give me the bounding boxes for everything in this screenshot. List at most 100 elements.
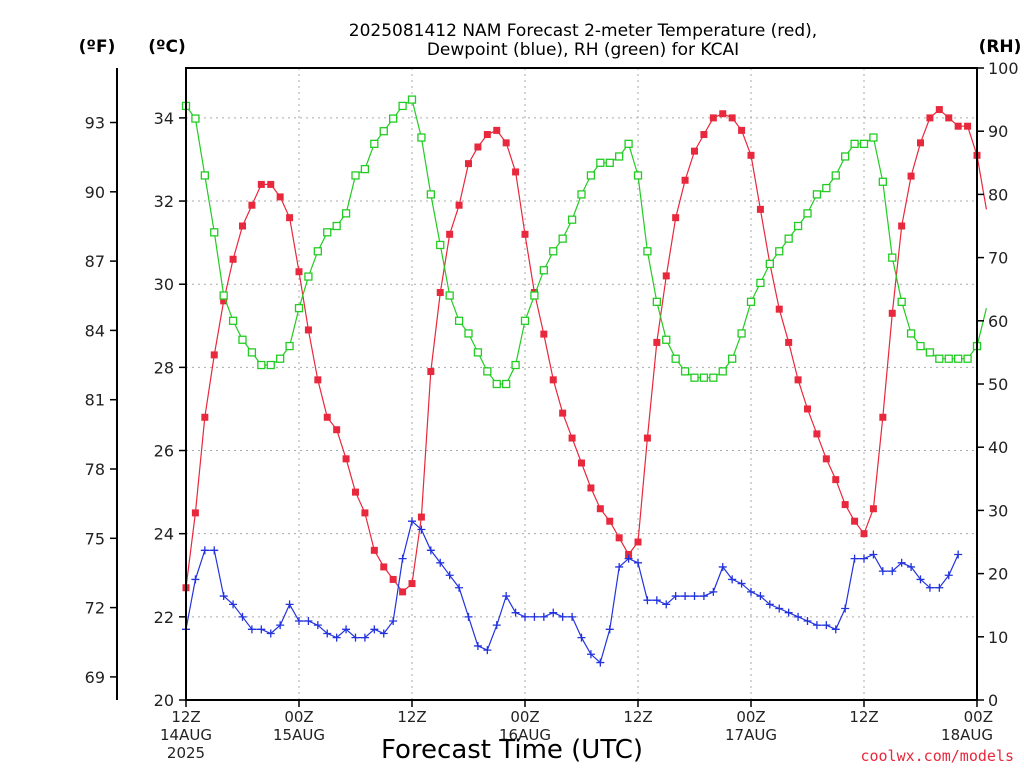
fahrenheit-axis: 69 72 75 78 81 84 87 90 93 — [85, 114, 117, 687]
temperature-point — [634, 538, 642, 546]
temperature-point — [653, 338, 661, 346]
rh-point — [539, 266, 548, 275]
dewpoint-point — [586, 650, 595, 659]
rh-point — [417, 133, 426, 142]
rh-tick-label: 100 — [988, 59, 1019, 78]
rh-point — [888, 253, 897, 262]
temperature-point — [455, 201, 463, 209]
dewpoint-point — [756, 592, 765, 601]
dewpoint-point — [229, 600, 238, 609]
rh-tick-label: 10 — [988, 628, 1008, 647]
temperature-point — [775, 305, 783, 313]
rh-point — [944, 354, 953, 363]
temperature-point — [747, 151, 755, 159]
temperature-point — [672, 214, 680, 222]
rh-point — [323, 228, 332, 237]
temperature-point — [851, 517, 859, 525]
dewpoint-point — [332, 633, 341, 642]
rh-point — [577, 190, 586, 199]
dewpoint-point — [699, 592, 708, 601]
rh-point — [793, 221, 803, 231]
time-tick-label: 16AUG — [499, 726, 551, 744]
temperature-point — [446, 230, 454, 238]
celsius-tick-label: 34 — [154, 109, 174, 128]
temperature-point — [286, 214, 294, 222]
rh-point — [822, 183, 831, 193]
dewpoint-point — [417, 525, 426, 534]
rh-tick-label: 70 — [988, 249, 1008, 268]
rh-point — [652, 297, 661, 306]
time-tick-label: 00Z — [964, 708, 993, 726]
temperature-point — [436, 289, 444, 297]
rh-point — [746, 297, 756, 306]
dewpoint-point — [812, 621, 821, 630]
temperature-point — [389, 575, 397, 583]
dewpoint-point — [295, 617, 303, 625]
time-tick-label: 00Z — [736, 708, 765, 726]
rh-point — [756, 278, 765, 288]
dewpoint-point — [916, 575, 925, 584]
rh-point — [436, 240, 445, 250]
rh-point — [765, 259, 774, 269]
rh-point — [633, 171, 643, 180]
temperature-point — [568, 434, 576, 442]
celsius-tick-label: 30 — [154, 275, 174, 294]
dewpoint-point — [841, 604, 850, 613]
temperature-point — [785, 338, 793, 346]
dewpoint-point — [634, 558, 642, 567]
dewpoint-point — [219, 592, 228, 601]
dewpoint-point — [822, 621, 831, 630]
rh-tick-label: 30 — [988, 501, 1008, 520]
dewpoint-point — [191, 575, 200, 584]
dewpoint-line — [185, 520, 959, 664]
dewpoint-point — [511, 608, 520, 617]
dewpoint-point — [558, 612, 567, 621]
rh-point — [257, 360, 266, 370]
dewpoint-point — [492, 621, 501, 630]
rh-point — [238, 335, 247, 344]
dewpoint-point — [238, 612, 247, 621]
time-tick-label: 17AUG — [725, 726, 777, 744]
temperature-point — [860, 530, 868, 538]
rh-point — [454, 316, 464, 325]
time-tick-label: 00Z — [284, 708, 313, 726]
rh-point — [690, 373, 699, 382]
rh-point — [728, 354, 737, 363]
temperature-point — [540, 330, 548, 338]
dewpoint-point — [803, 617, 812, 625]
temperature-point — [832, 476, 840, 484]
rh-point — [313, 247, 322, 256]
rh-point — [351, 171, 360, 180]
time-tick-label: 18AUG — [941, 726, 993, 744]
dewpoint-point — [897, 558, 906, 567]
data-series — [181, 95, 987, 667]
fahrenheit-tick-label: 69 — [85, 668, 105, 687]
rh-point — [200, 171, 209, 180]
rh-point — [407, 95, 417, 104]
dewpoint-point — [426, 546, 435, 555]
dewpoint-point — [944, 571, 953, 580]
rh-point — [878, 177, 887, 186]
temperature-point — [691, 147, 698, 155]
rh-point — [426, 190, 435, 199]
rh-point — [784, 234, 793, 243]
celsius-tick-label: 22 — [154, 608, 174, 627]
rh-point — [775, 247, 784, 256]
dewpoint-point — [709, 587, 718, 596]
chart-title-line-2: Dewpoint (blue), RH (green) for KCAI — [427, 40, 739, 60]
temperature-point — [728, 114, 736, 122]
temperature-point — [549, 376, 557, 384]
rh-point — [699, 373, 709, 382]
rh-point — [897, 297, 906, 306]
temperature-point — [323, 413, 331, 421]
dewpoint-point — [568, 612, 577, 621]
rh-point — [925, 348, 935, 357]
rh-tick-label: 80 — [988, 185, 1008, 204]
dewpoint-point — [605, 625, 614, 634]
fahrenheit-tick-label: 87 — [85, 252, 105, 271]
series-rh — [181, 95, 987, 389]
rh-point — [935, 354, 944, 363]
temperature-point — [493, 126, 501, 134]
rh-axis: 0 10 20 30 40 50 60 70 80 90 100 — [977, 59, 1019, 710]
